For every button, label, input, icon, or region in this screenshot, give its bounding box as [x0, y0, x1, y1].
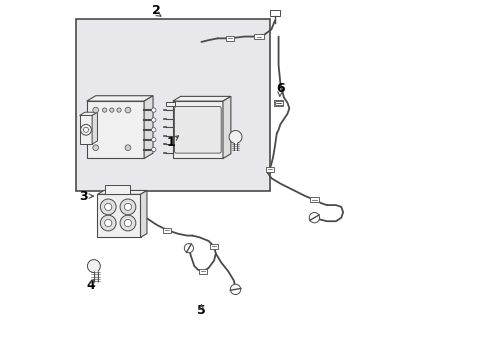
Bar	[225, 36, 234, 41]
Circle shape	[184, 244, 193, 253]
Polygon shape	[92, 112, 97, 144]
Circle shape	[151, 128, 156, 132]
Circle shape	[104, 220, 112, 226]
Circle shape	[230, 284, 240, 294]
Circle shape	[83, 127, 88, 132]
Bar	[86, 101, 144, 158]
Bar	[210, 244, 218, 249]
Polygon shape	[223, 96, 230, 158]
Text: 6: 6	[276, 82, 284, 95]
Circle shape	[109, 108, 114, 112]
Bar	[274, 100, 282, 105]
Circle shape	[151, 108, 156, 112]
Polygon shape	[140, 190, 147, 237]
Circle shape	[100, 215, 116, 231]
Bar	[309, 197, 318, 202]
Circle shape	[228, 131, 242, 143]
Bar	[166, 102, 175, 107]
Bar	[80, 116, 92, 144]
Circle shape	[151, 118, 156, 122]
Text: 1: 1	[166, 136, 175, 149]
Circle shape	[124, 220, 131, 226]
Text: 3: 3	[80, 190, 88, 203]
Circle shape	[100, 199, 116, 215]
Polygon shape	[97, 190, 147, 194]
Polygon shape	[172, 96, 230, 101]
Text: 2: 2	[152, 4, 161, 17]
Polygon shape	[80, 112, 97, 116]
Circle shape	[120, 199, 136, 215]
Bar	[163, 228, 171, 233]
Circle shape	[81, 125, 91, 135]
Bar	[265, 167, 273, 172]
Circle shape	[93, 107, 99, 113]
Bar	[97, 194, 140, 237]
FancyBboxPatch shape	[174, 107, 221, 153]
Circle shape	[93, 145, 99, 150]
Circle shape	[308, 212, 319, 223]
Circle shape	[125, 107, 131, 113]
Polygon shape	[144, 96, 153, 158]
Text: 4: 4	[86, 279, 95, 292]
Circle shape	[102, 108, 106, 112]
Bar	[273, 100, 283, 106]
Circle shape	[120, 215, 136, 231]
Bar	[172, 101, 223, 158]
Bar	[254, 34, 263, 39]
Bar	[269, 10, 280, 17]
Text: 5: 5	[197, 305, 205, 318]
Circle shape	[117, 108, 121, 112]
Circle shape	[151, 138, 156, 142]
Bar	[76, 19, 269, 191]
Bar	[199, 269, 207, 274]
Circle shape	[87, 260, 100, 273]
Circle shape	[125, 145, 131, 150]
Bar	[104, 185, 129, 194]
Polygon shape	[86, 96, 153, 101]
Circle shape	[124, 203, 131, 211]
Circle shape	[151, 147, 156, 152]
Circle shape	[104, 203, 112, 211]
